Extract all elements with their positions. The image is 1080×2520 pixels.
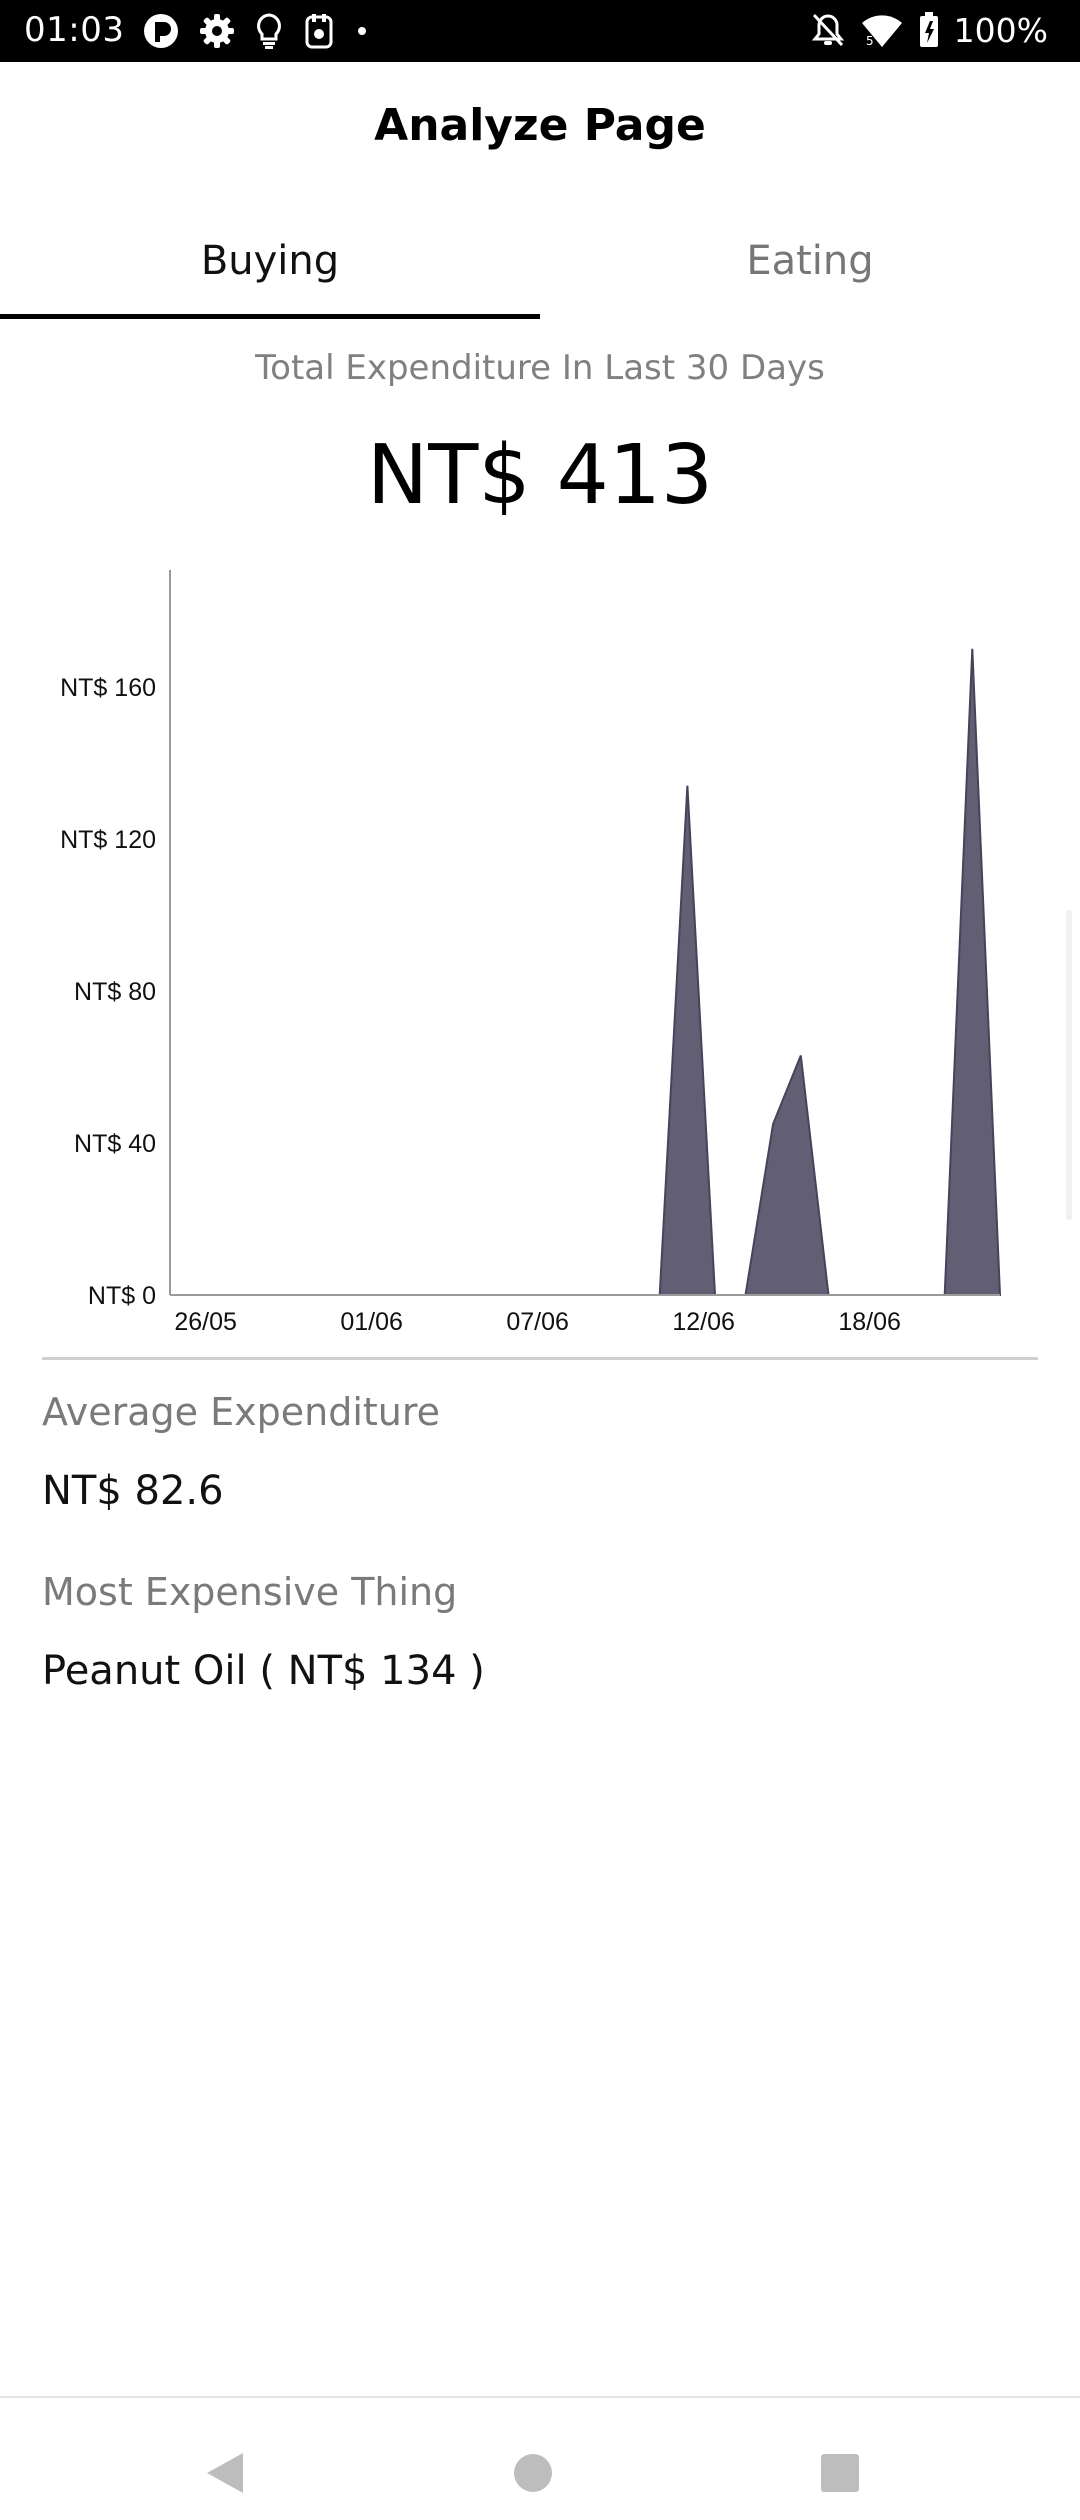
- tab-eating[interactable]: Eating: [746, 238, 874, 284]
- wifi-icon: 5: [861, 15, 902, 48]
- bell-off-icon: [811, 13, 844, 47]
- status-bar: 01:03: [0, 0, 1080, 62]
- tab-indicator: [0, 314, 540, 319]
- chart-area-series: [170, 648, 1002, 1296]
- chart-x-tick-label: 07/06: [506, 1308, 569, 1336]
- home-icon: [514, 2454, 552, 2492]
- back-icon: [207, 2453, 243, 2493]
- chart-svg: NT$ 0 NT$ 40 NT$ 80 NT$ 120 NT$ 160 26/05 01/0…: [60, 570, 1002, 1336]
- chart-y-tick-label: NT$ 40: [74, 1130, 156, 1158]
- battery-percentage: 100%: [953, 10, 1048, 50]
- status-icons-right: 5 100%: [810, 10, 1048, 50]
- home-button[interactable]: [488, 2428, 578, 2518]
- chart-y-tick-label: NT$ 120: [60, 826, 156, 854]
- total-expenditure: NT$ 413: [366, 428, 714, 523]
- chart-y-tick-label: NT$ 0: [88, 1282, 156, 1310]
- status-time: 01:03: [24, 10, 125, 50]
- most-expensive-label: Most Expensive Thing: [42, 1570, 458, 1614]
- remote-icon: [305, 14, 333, 49]
- chart-x-tick-label: 18/06: [838, 1308, 901, 1336]
- tab-buying[interactable]: Buying: [200, 238, 340, 284]
- svg-text:5: 5: [866, 34, 874, 48]
- average-expenditure-value: NT$ 82.6: [42, 1468, 224, 1514]
- chart-x-tick-label: 01/06: [340, 1308, 403, 1336]
- tab-bar: Buying Eating: [0, 222, 1080, 322]
- page-title: Analyze Page: [374, 100, 706, 151]
- section-divider: [42, 1357, 1038, 1360]
- battery-charging-icon: [919, 12, 938, 47]
- scrollbar-hint: [1066, 910, 1072, 1220]
- lightbulb-icon: [257, 13, 281, 49]
- average-expenditure-label: Average Expenditure: [42, 1390, 441, 1434]
- nav-divider: [0, 2396, 1080, 2398]
- back-button[interactable]: [180, 2428, 270, 2518]
- gear-icon: [200, 14, 234, 48]
- chart-x-tick-label: 26/05: [174, 1308, 237, 1336]
- chart-y-tick-label: NT$ 80: [74, 978, 156, 1006]
- dot-icon: [358, 27, 366, 35]
- system-nav-bar: [0, 2398, 1080, 2520]
- chart-y-tick-label: NT$ 160: [60, 674, 156, 702]
- expenditure-subtitle: Total Expenditure In Last 30 Days: [255, 348, 825, 388]
- expenditure-chart: NT$ 0 NT$ 40 NT$ 80 NT$ 120 NT$ 160 26/05 01/0…: [0, 560, 1080, 1360]
- chart-x-tick-label: 12/06: [672, 1308, 735, 1336]
- recents-button[interactable]: [795, 2428, 885, 2518]
- app-icon: [144, 14, 178, 48]
- recents-icon: [821, 2454, 859, 2492]
- status-icons-left: [142, 12, 370, 50]
- most-expensive-value: Peanut Oil ( NT$ 134 ): [42, 1648, 485, 1694]
